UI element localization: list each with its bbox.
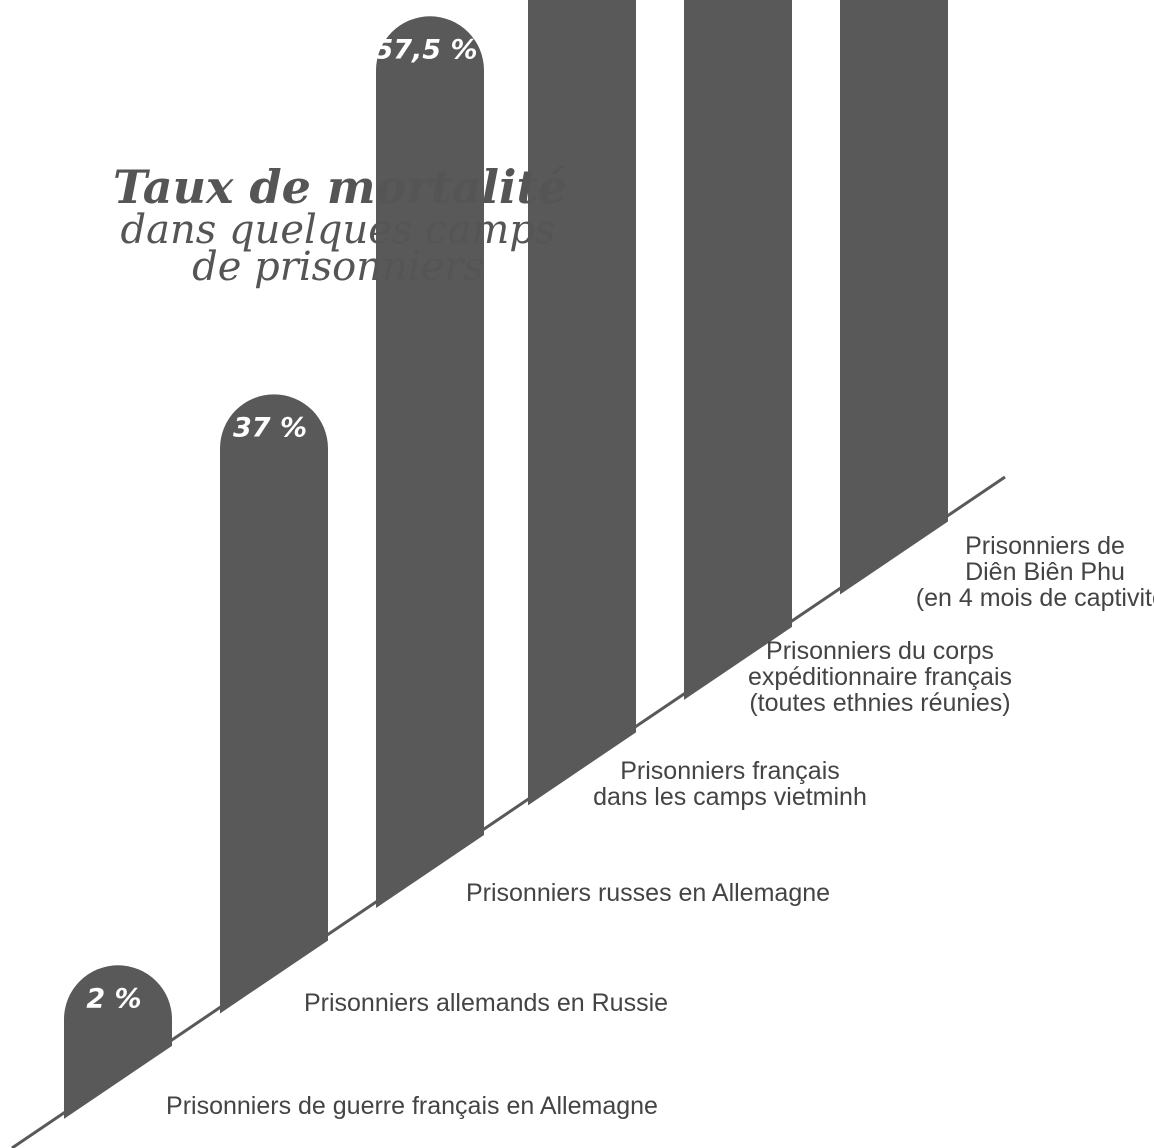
bar-6 xyxy=(840,0,948,595)
bar-5 xyxy=(684,0,792,700)
category-label-4: Prisonniers français dans les camps vietm… xyxy=(593,757,867,811)
category-label-6: Prisonniers de Diên Biên Phu (en 4 mois de… xyxy=(916,532,1154,612)
value-labels-group: 2 %37 %57,5 %59,9 %69 %72 % xyxy=(86,34,477,1014)
bar-1 xyxy=(64,965,172,1119)
value-label-3: 57,5 % xyxy=(374,34,477,65)
bar-4 xyxy=(528,0,636,806)
category-label-1: Prisonniers de guerre français en Allema… xyxy=(166,1092,658,1120)
bar-2 xyxy=(220,394,328,1014)
value-label-1: 2 % xyxy=(86,983,141,1014)
diagonal-baseline xyxy=(11,475,1006,1148)
chart-subtitle: dans quelques camps de prisonniers xyxy=(121,207,556,290)
category-label-3: Prisonniers russes en Allemagne xyxy=(466,879,830,907)
chart-title: Taux de mortalité xyxy=(113,160,567,214)
bar-3 xyxy=(376,16,484,909)
category-label-5: Prisonniers du corps expéditionnaire fran… xyxy=(748,637,1012,717)
category-label-2: Prisonniers allemands en Russie xyxy=(304,989,668,1017)
bars-group xyxy=(64,0,948,1119)
category-labels-group: Prisonniers de guerre français en Allema… xyxy=(166,532,1154,1120)
value-label-2: 37 % xyxy=(233,412,307,443)
